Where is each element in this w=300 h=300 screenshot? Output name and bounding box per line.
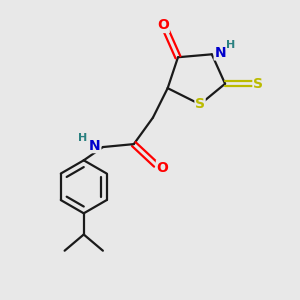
Text: N: N (214, 46, 226, 60)
Text: N: N (89, 139, 101, 153)
Text: S: S (253, 77, 263, 91)
Text: S: S (195, 98, 205, 111)
Text: H: H (226, 40, 236, 50)
Text: O: O (157, 18, 169, 32)
Text: H: H (78, 133, 88, 143)
Text: O: O (156, 161, 168, 175)
